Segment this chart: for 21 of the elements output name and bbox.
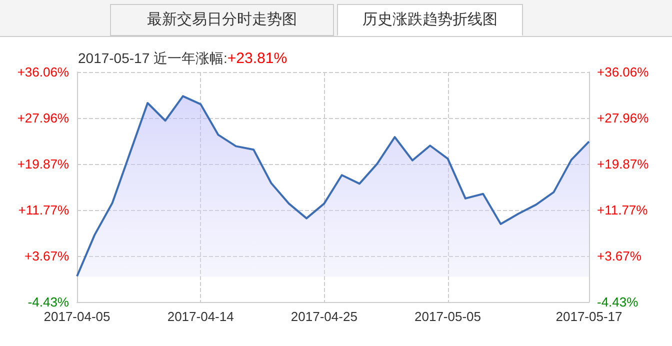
x-tick-label: 2017-04-14: [167, 309, 234, 324]
y2-tick-label: +19.87%: [597, 156, 650, 172]
chart-title: 2017-05-17 近一年涨幅:: [78, 50, 228, 66]
y-tick-label: +3.67%: [24, 248, 70, 264]
y2-tick-label: -4.43%: [597, 294, 639, 310]
x-tick-label: 2017-04-25: [290, 309, 358, 324]
y2-tick-label: +27.96%: [597, 110, 650, 126]
chart-subtitle: +23.81%: [227, 50, 288, 67]
y-tick-label: -4.43%: [28, 294, 70, 310]
y2-tick-label: +3.67%: [597, 248, 642, 264]
y2-tick-label: +11.77%: [597, 202, 648, 218]
y-tick-label: +11.77%: [18, 202, 70, 218]
x-tick-label: 2017-05-05: [414, 309, 482, 324]
y-tick-label: +27.96%: [17, 110, 70, 126]
y-tick-label: +36.06%: [17, 64, 70, 80]
x-tick-label: 2017-05-17: [556, 309, 622, 324]
x-tick-label: 2017-04-05: [44, 309, 110, 324]
text: 历史涨跌趋势折线图: [337, 4, 523, 36]
y-tick-label: +19.87%: [17, 156, 70, 172]
text: 最新交易日分时走势图: [110, 4, 334, 36]
y2-tick-label: +36.06%: [597, 64, 650, 80]
